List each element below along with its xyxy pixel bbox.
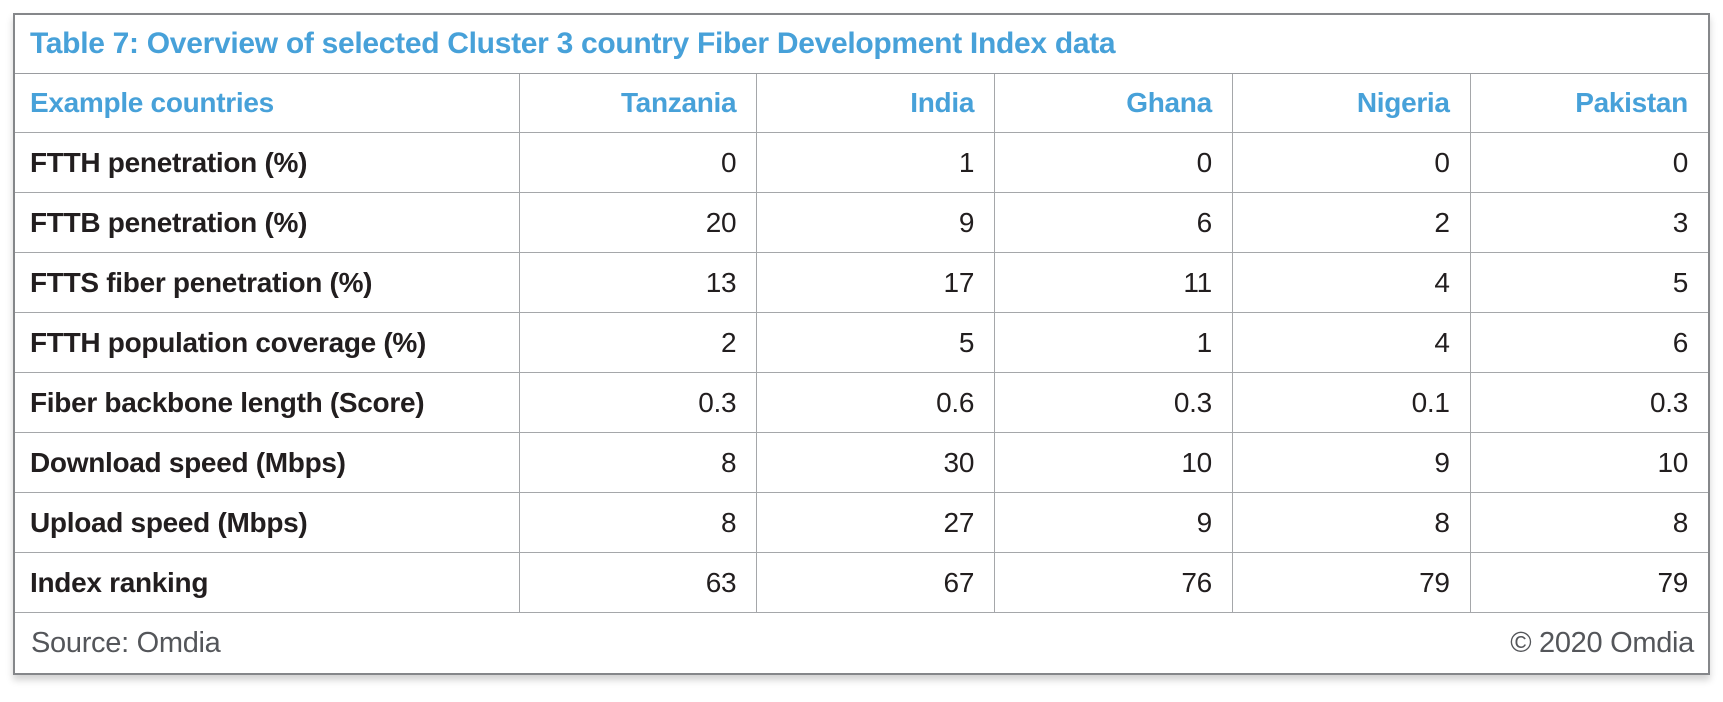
table-row-fttb-penetration: FTTB penetration (%) 20 9 6 2 3 [15,192,1708,253]
column-header-example-countries: Example countries [15,74,520,133]
cell-value: 10 [994,432,1233,493]
cell-value: 4 [1231,252,1471,313]
cell-value: 4 [1231,312,1471,373]
row-label: Index ranking [15,552,520,613]
cell-value: 20 [518,192,758,253]
cell-value: 13 [518,252,758,313]
cell-value: 0 [1469,132,1708,193]
cell-value: 11 [994,252,1233,313]
cell-value: 9 [1231,432,1471,493]
cell-value: 8 [1231,492,1471,553]
cell-value: 8 [518,432,758,493]
cell-value: 10 [1469,432,1708,493]
cell-value: 3 [1469,192,1708,253]
cell-value: 0.3 [994,372,1233,433]
column-header-ghana: Ghana [994,74,1233,133]
cell-value: 5 [756,312,996,373]
cell-value: 0 [994,132,1233,193]
cell-value: 79 [1469,552,1708,613]
column-header-india: India [756,74,996,133]
cell-value: 0.3 [518,372,758,433]
cell-value: 67 [756,552,996,613]
cell-value: 9 [994,492,1233,553]
table-footer: Source: Omdia © 2020 Omdia [15,613,1708,673]
source-note: Source: Omdia [31,626,221,659]
row-label: Fiber backbone length (Score) [15,372,520,433]
table-row-ftts-fiber-penetration: FTTS fiber penetration (%) 13 17 11 4 5 [15,252,1708,313]
cell-value: 6 [1469,312,1708,373]
header-row: Example countries Tanzania India Ghana N… [15,74,1708,133]
cell-value: 0 [518,132,758,193]
cell-value: 30 [756,432,996,493]
cell-value: 27 [756,492,996,553]
column-header-tanzania: Tanzania [518,74,758,133]
cell-value: 76 [994,552,1233,613]
row-label: Upload speed (Mbps) [15,492,520,553]
cell-value: 0.3 [1469,372,1708,433]
cell-value: 9 [756,192,996,253]
column-header-pakistan: Pakistan [1469,74,1708,133]
cell-value: 2 [1231,192,1471,253]
cell-value: 6 [994,192,1233,253]
table-row-ftth-population-coverage: FTTH population coverage (%) 2 5 1 4 6 [15,312,1708,373]
row-label: FTTH penetration (%) [15,132,520,193]
cell-value: 17 [756,252,996,313]
fdi-table-card: Table 7: Overview of selected Cluster 3 … [13,13,1710,675]
cell-value: 0.6 [756,372,996,433]
row-label: FTTB penetration (%) [15,192,520,253]
cell-value: 8 [518,492,758,553]
table-row-download-speed: Download speed (Mbps) 8 30 10 9 10 [15,432,1708,493]
table-row-ftth-penetration: FTTH penetration (%) 0 1 0 0 0 [15,132,1708,193]
row-label: FTTS fiber penetration (%) [15,252,520,313]
cell-value: 63 [518,552,758,613]
copyright-note: © 2020 Omdia [1510,626,1694,659]
fdi-data-table: Example countries Tanzania India Ghana N… [15,74,1708,613]
cell-value: 1 [994,312,1233,373]
cell-value: 8 [1469,492,1708,553]
column-header-nigeria: Nigeria [1231,74,1471,133]
cell-value: 0.1 [1231,372,1471,433]
table-row-upload-speed: Upload speed (Mbps) 8 27 9 8 8 [15,492,1708,553]
table-title: Table 7: Overview of selected Cluster 3 … [15,15,1708,74]
table-row-fiber-backbone-length: Fiber backbone length (Score) 0.3 0.6 0.… [15,372,1708,433]
cell-value: 79 [1231,552,1471,613]
cell-value: 0 [1231,132,1471,193]
row-label: FTTH population coverage (%) [15,312,520,373]
cell-value: 1 [756,132,996,193]
row-label: Download speed (Mbps) [15,432,520,493]
cell-value: 5 [1469,252,1708,313]
table-row-index-ranking: Index ranking 63 67 76 79 79 [15,552,1708,613]
cell-value: 2 [518,312,758,373]
